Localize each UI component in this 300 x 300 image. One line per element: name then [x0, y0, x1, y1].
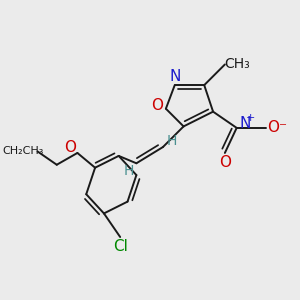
- Text: CH₃: CH₃: [224, 58, 250, 71]
- Text: H: H: [124, 164, 134, 178]
- Text: H: H: [167, 134, 177, 148]
- Text: CH₂CH₃: CH₂CH₃: [2, 146, 44, 157]
- Text: O⁻: O⁻: [267, 120, 287, 135]
- Text: O: O: [64, 140, 76, 154]
- Text: N: N: [169, 69, 180, 84]
- Text: O: O: [151, 98, 163, 113]
- Text: Cl: Cl: [113, 239, 128, 254]
- Text: +: +: [246, 113, 256, 123]
- Text: N: N: [239, 116, 250, 131]
- Text: O: O: [219, 155, 231, 170]
